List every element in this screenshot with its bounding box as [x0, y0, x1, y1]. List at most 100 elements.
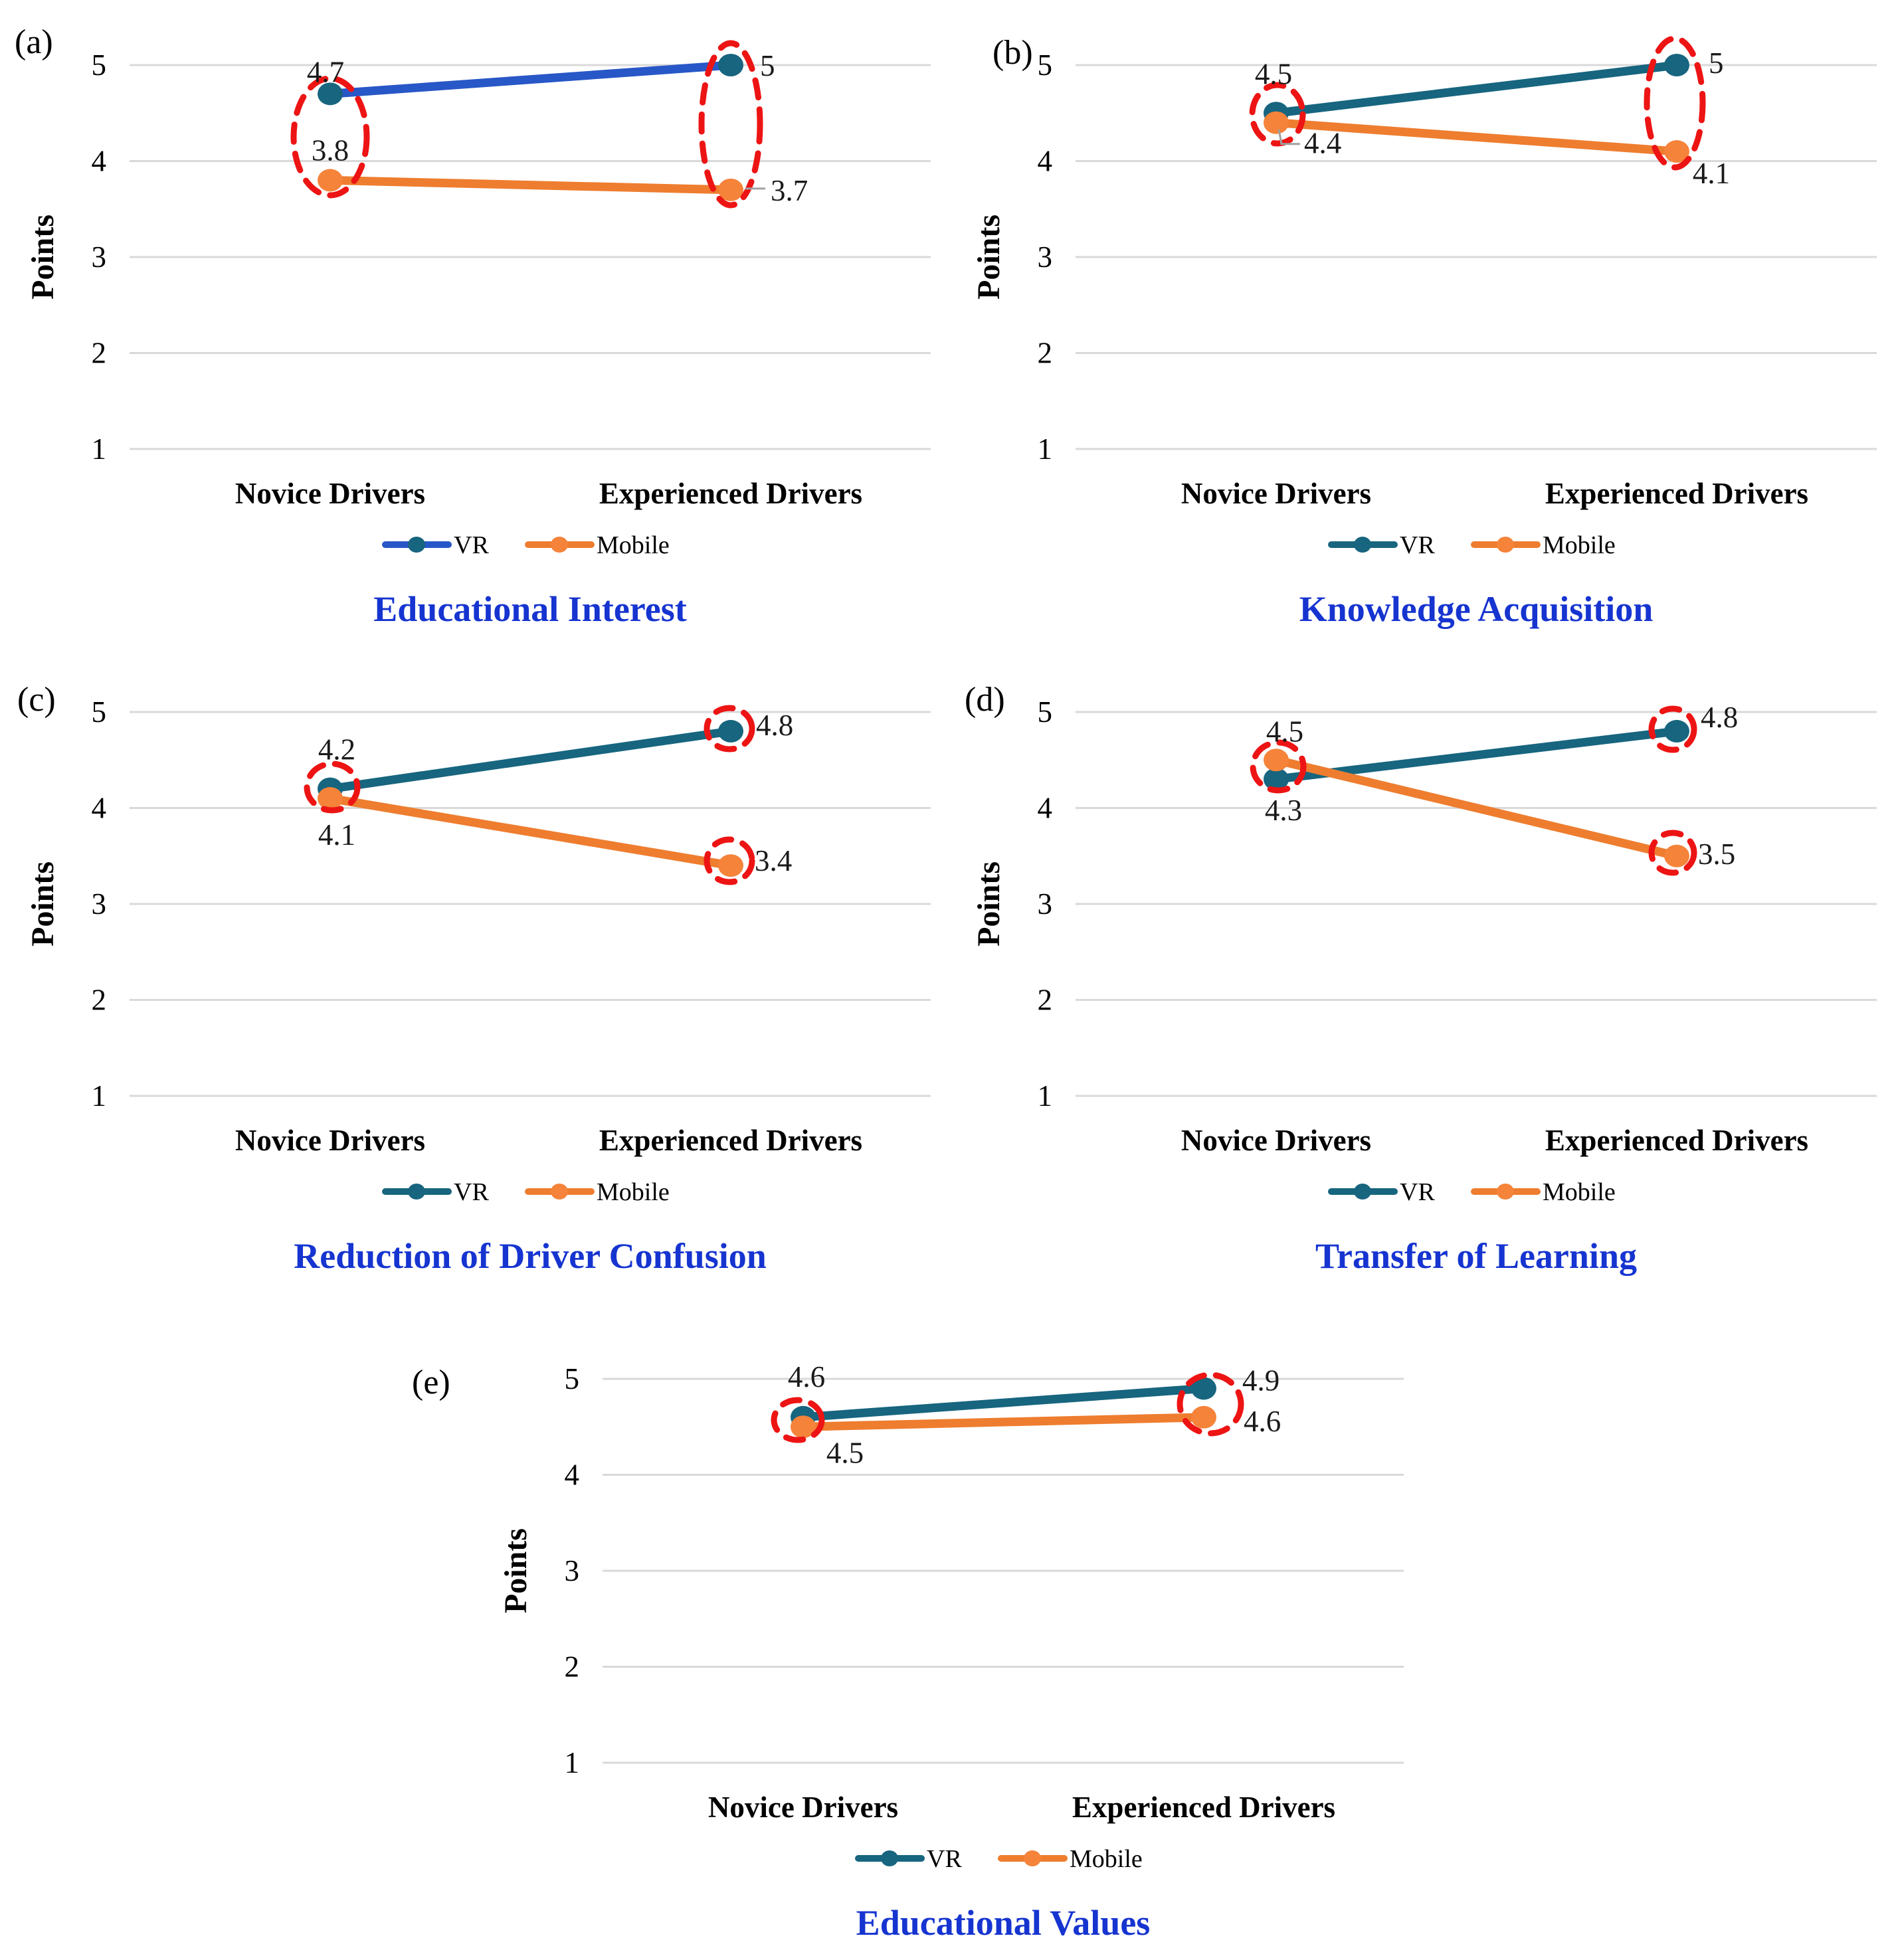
value-label-mobile: 3.8 [312, 134, 349, 167]
mobile-marker [718, 178, 743, 201]
legend-mobile-label: Mobile [597, 531, 670, 559]
legend-mobile-marker-sample [551, 537, 568, 553]
y-axis-title-points: Points [971, 861, 1006, 946]
y-tick-label: 4 [1038, 145, 1053, 178]
chart-panel-e: (e) 5 4 3 2 1 Points 4.6 4.9 4.5 4.6 Novice Drivers… [412, 1360, 1404, 1943]
vr-line [1272, 60, 1681, 118]
value-label-vr: 4.5 [1255, 57, 1292, 90]
highlight-ellipse [1648, 830, 1697, 876]
highlight-ellipse [1648, 705, 1697, 753]
highlight-ellipse [771, 1397, 825, 1443]
value-label-vr: 4.3 [1265, 794, 1302, 827]
category-label-experienced: Experienced Drivers [599, 1124, 862, 1157]
y-tick-label: 5 [1038, 48, 1053, 82]
y-axis-title-points: Points [498, 1528, 533, 1613]
y-tick-label: 1 [565, 1746, 580, 1779]
legend-mobile-label: Mobile [1543, 1178, 1616, 1206]
category-label-novice: Novice Drivers [708, 1791, 898, 1824]
legend-mobile-marker-sample [551, 1184, 568, 1200]
y-tick-label: 5 [1038, 695, 1053, 729]
y-tick-label: 4 [92, 792, 107, 825]
vr-line [799, 1383, 1208, 1422]
mobile-marker [1664, 140, 1689, 163]
mobile-marker [1264, 111, 1289, 134]
y-tick-label: 1 [1038, 432, 1053, 466]
panel-cell-c: (c) 5 4 3 2 1 Points 4.2 4.8 4.1 3.4 Novice Drivers… [0, 647, 946, 1314]
legend-mobile-label: Mobile [1543, 531, 1616, 559]
value-label-vr: 5 [760, 49, 775, 82]
legend-mobile-marker-sample [1024, 1850, 1041, 1866]
panel-cell-e: (e) 5 4 3 2 1 Points 4.6 4.9 4.5 4.6 Novice Drivers… [0, 1314, 1892, 1960]
mobile-marker [1264, 749, 1289, 772]
panel-title-b: Knowledge Acquisition [1299, 589, 1654, 629]
value-label-mobile: 4.1 [318, 818, 355, 851]
legend-vr-marker-sample [408, 537, 425, 553]
chart-panel-a: (a) 5 4 3 2 1 Points 4.7 5 3.8 3.7 Novice Drivers Ex… [15, 23, 931, 629]
y-tick-label: 4 [92, 145, 107, 178]
highlight-ellipse [1250, 739, 1307, 794]
legend-vr-label: VR [1400, 531, 1435, 559]
value-label-mobile: 3.4 [755, 844, 792, 877]
mobile-marker [1664, 844, 1689, 867]
legend-vr-label: VR [1400, 1178, 1435, 1206]
value-label-vr: 5 [1709, 46, 1724, 80]
value-label-mobile: 3.7 [771, 174, 808, 207]
mobile-marker [318, 787, 343, 810]
value-label-mobile: 4.4 [1304, 127, 1341, 160]
category-label-experienced: Experienced Drivers [1545, 477, 1808, 510]
value-label-mobile: 4.1 [1693, 157, 1730, 190]
y-tick-label: 2 [92, 337, 107, 370]
y-tick-label: 4 [565, 1459, 580, 1492]
legend-vr-label: VR [927, 1845, 962, 1873]
mobile-line [326, 175, 735, 195]
value-label-vr: 4.9 [1242, 1364, 1279, 1397]
y-tick-label: 4 [1038, 792, 1053, 825]
mobile-line [1272, 118, 1681, 156]
panel-title-c: Reduction of Driver Confusion [294, 1236, 767, 1276]
y-tick-label: 2 [565, 1650, 580, 1684]
y-axis-title-points: Points [25, 861, 60, 946]
mobile-line [326, 794, 735, 870]
value-label-vr: 4.6 [788, 1360, 825, 1393]
y-tick-label: 3 [1038, 887, 1053, 921]
mobile-marker [318, 169, 343, 192]
y-axis-title-points: Points [25, 215, 60, 300]
value-label-mobile: 4.6 [1244, 1405, 1281, 1438]
panel-letter-d: (d) [965, 681, 1005, 719]
y-tick-label: 1 [1038, 1079, 1053, 1113]
category-label-novice: Novice Drivers [1181, 477, 1371, 510]
mobile-marker [791, 1415, 816, 1439]
value-label-vr: 4.8 [1701, 701, 1738, 734]
mobile-marker [1191, 1405, 1216, 1429]
highlight-ellipse [1177, 1372, 1244, 1437]
legend-mobile-label: Mobile [597, 1178, 670, 1206]
vr-marker [1191, 1377, 1216, 1400]
mobile-line [799, 1413, 1208, 1431]
panel-title-d: Transfer of Learning [1315, 1236, 1637, 1276]
legend-mobile-marker-sample [1497, 1184, 1514, 1200]
value-label-vr: 4.7 [307, 55, 344, 88]
y-tick-label: 5 [565, 1362, 580, 1395]
category-label-novice: Novice Drivers [235, 477, 425, 510]
chart-panel-d: (d) 5 4 3 2 1 Points 4.3 4.8 4.5 3.5 Novice Drivers… [965, 681, 1877, 1276]
vr-marker [1264, 768, 1289, 791]
category-label-experienced: Experienced Drivers [599, 477, 862, 510]
y-tick-label: 2 [92, 984, 107, 1017]
highlight-ellipse [704, 836, 755, 885]
panel-title-e: Educational Values [856, 1903, 1151, 1943]
panel-title-a: Educational Interest [373, 589, 687, 629]
legend-vr-marker-sample [408, 1184, 425, 1200]
vr-marker [318, 82, 343, 106]
vr-line [326, 60, 735, 98]
panel-letter-c: (c) [17, 681, 56, 719]
vr-line [326, 727, 735, 794]
y-tick-label: 1 [92, 1079, 107, 1113]
vr-marker [718, 719, 743, 743]
chart-panel-c: (c) 5 4 3 2 1 Points 4.2 4.8 4.1 3.4 Novice Drivers… [17, 681, 931, 1276]
mobile-marker [718, 854, 743, 877]
vr-marker [718, 54, 743, 76]
legend-vr-marker-sample [1354, 537, 1371, 553]
value-label-mobile: 3.5 [1698, 838, 1735, 871]
